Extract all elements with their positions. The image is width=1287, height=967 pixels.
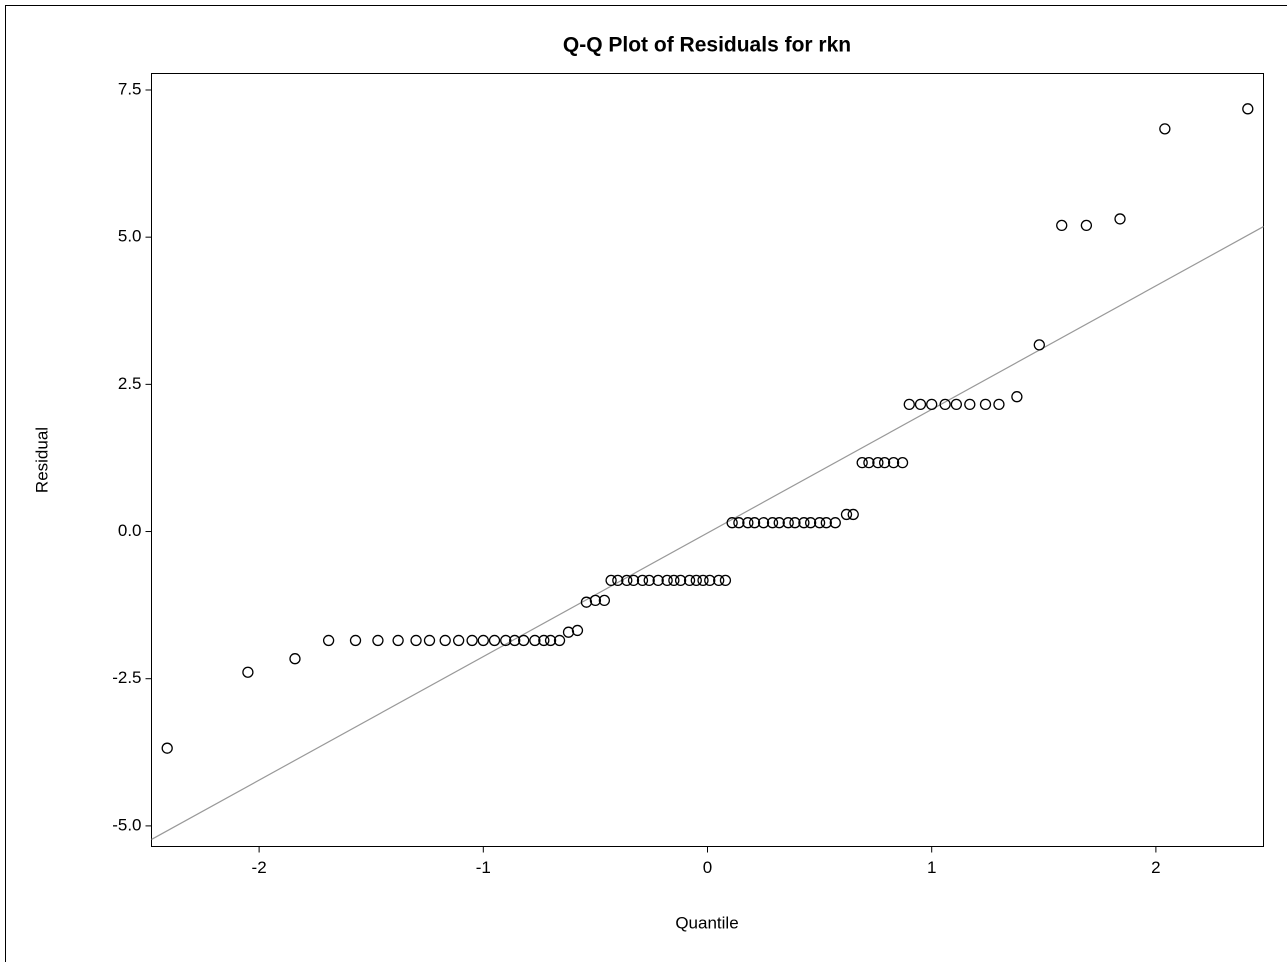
- y-tick-label: -2.5: [112, 668, 141, 687]
- point: [243, 667, 253, 677]
- x-tick-label: 2: [1151, 858, 1160, 877]
- y-tick-label: 7.5: [118, 79, 142, 98]
- x-tick-label: 1: [927, 858, 936, 877]
- point: [1057, 220, 1067, 230]
- point: [564, 627, 574, 637]
- point: [478, 635, 488, 645]
- point: [373, 635, 383, 645]
- point: [411, 635, 421, 645]
- x-axis-label: Quantile: [675, 913, 738, 932]
- point: [1081, 220, 1091, 230]
- point: [1115, 214, 1125, 224]
- point: [324, 635, 334, 645]
- point: [915, 399, 925, 409]
- point: [162, 743, 172, 753]
- point: [1243, 104, 1253, 114]
- y-tick-label: 0.0: [118, 521, 142, 540]
- y-tick-label: 5.0: [118, 227, 142, 246]
- point: [994, 399, 1004, 409]
- point: [951, 399, 961, 409]
- reference-line: [152, 227, 1264, 840]
- point: [904, 399, 914, 409]
- x-tick-label: -2: [252, 858, 267, 877]
- point: [572, 625, 582, 635]
- point: [720, 575, 730, 585]
- point: [848, 509, 858, 519]
- point: [927, 399, 937, 409]
- y-tick-label: -5.0: [112, 815, 141, 834]
- point: [1012, 392, 1022, 402]
- plot-frame: [152, 74, 1264, 847]
- point: [351, 635, 361, 645]
- chart-title: Q-Q Plot of Residuals for rkn: [563, 34, 851, 57]
- outer-frame: [6, 6, 1287, 963]
- point: [454, 635, 464, 645]
- point: [440, 635, 450, 645]
- point: [393, 635, 403, 645]
- point: [290, 654, 300, 664]
- point: [965, 399, 975, 409]
- y-axis-label: Residual: [32, 427, 51, 493]
- point: [1160, 124, 1170, 134]
- x-tick-label: 0: [703, 858, 712, 877]
- point: [425, 635, 435, 645]
- point: [467, 635, 477, 645]
- y-tick-label: 2.5: [118, 374, 142, 393]
- point: [1034, 340, 1044, 350]
- point: [490, 635, 500, 645]
- point: [981, 399, 991, 409]
- x-tick-label: -1: [476, 858, 491, 877]
